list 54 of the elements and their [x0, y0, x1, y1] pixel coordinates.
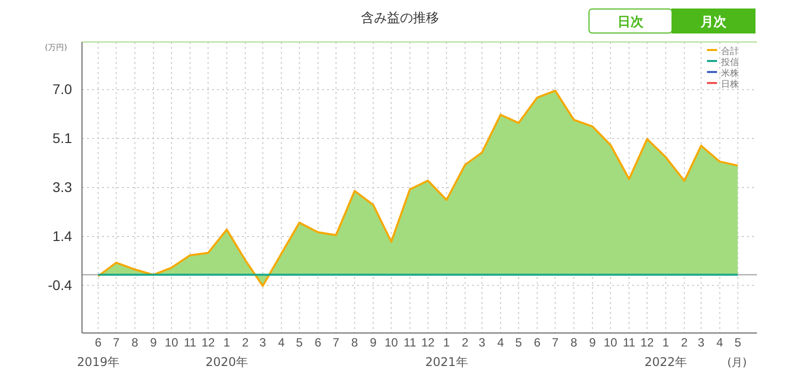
x-tick-label: 3 [698, 336, 705, 350]
x-tick-label: 1 [223, 336, 230, 350]
y-tick-label: 5.1 [52, 130, 72, 146]
x-tick-label: 7 [112, 336, 120, 350]
x-tick-label: 8 [351, 336, 358, 350]
legend-label: 合計 [721, 46, 739, 57]
toggle-button: 日次 [588, 8, 672, 34]
x-tick-label: 9 [370, 336, 377, 350]
legend-label: 米株 [721, 68, 739, 79]
y-tick-label: -0.4 [48, 276, 72, 293]
x-tick-label: 2 [462, 336, 469, 350]
x-tick-label: 2 [242, 336, 249, 350]
text: 2021年 [425, 355, 468, 369]
x-tick-label: 4 [716, 336, 724, 350]
y-tick-label: 3.3 [52, 178, 72, 195]
x-tick-label: 7 [552, 336, 559, 350]
x-tick-label: 3 [259, 336, 266, 350]
x-tick-label: 1 [443, 336, 450, 350]
text: (月) [727, 356, 747, 369]
x-tick-label: 12 [201, 336, 216, 350]
chart-title: 含み益の推移 [361, 11, 439, 26]
text: 2020年 [205, 355, 248, 369]
x-tick-label: 10 [604, 336, 618, 350]
y-tick-label: 7.0 [52, 81, 72, 98]
text: 2022年 [644, 355, 687, 369]
x-tick-label: 6 [534, 336, 541, 350]
x-tick-label: 2 [680, 336, 688, 350]
x-tick-label: 12 [640, 336, 654, 350]
x-tick-label: 11 [404, 336, 416, 350]
x-tick-label: 10 [164, 336, 178, 350]
x-tick-label: 4 [497, 336, 504, 350]
legend-label: 投信 [720, 57, 739, 68]
x-tick-label: 4 [278, 336, 286, 350]
x-tick-label: 8 [570, 336, 578, 350]
x-tick-label: 6 [314, 336, 322, 350]
x-tick-label: 11 [184, 336, 197, 350]
y-tick-label: 1.4 [52, 228, 72, 244]
x-tick-label: 5 [515, 336, 522, 350]
y-axis-title: (万円) [44, 43, 68, 52]
x-tick-label: 3 [478, 336, 486, 350]
x-tick-label: 11 [622, 336, 636, 350]
x-tick-label: 6 [94, 336, 102, 350]
x-tick-label: 9 [150, 336, 158, 350]
text: 2019年 [76, 355, 120, 369]
legend-label: 日株 [721, 79, 739, 90]
x-tick-label: 1 [662, 336, 670, 350]
x-tick-label: 9 [589, 336, 596, 350]
x-tick-label: 12 [421, 336, 435, 350]
x-tick-label: 5 [734, 336, 742, 350]
x-tick-label: 5 [296, 336, 304, 350]
x-tick-label: 10 [384, 336, 398, 350]
selected-toggle-button: 月次 [672, 8, 756, 34]
x-tick-label: 8 [132, 336, 139, 350]
x-tick-label: 7 [332, 336, 340, 350]
